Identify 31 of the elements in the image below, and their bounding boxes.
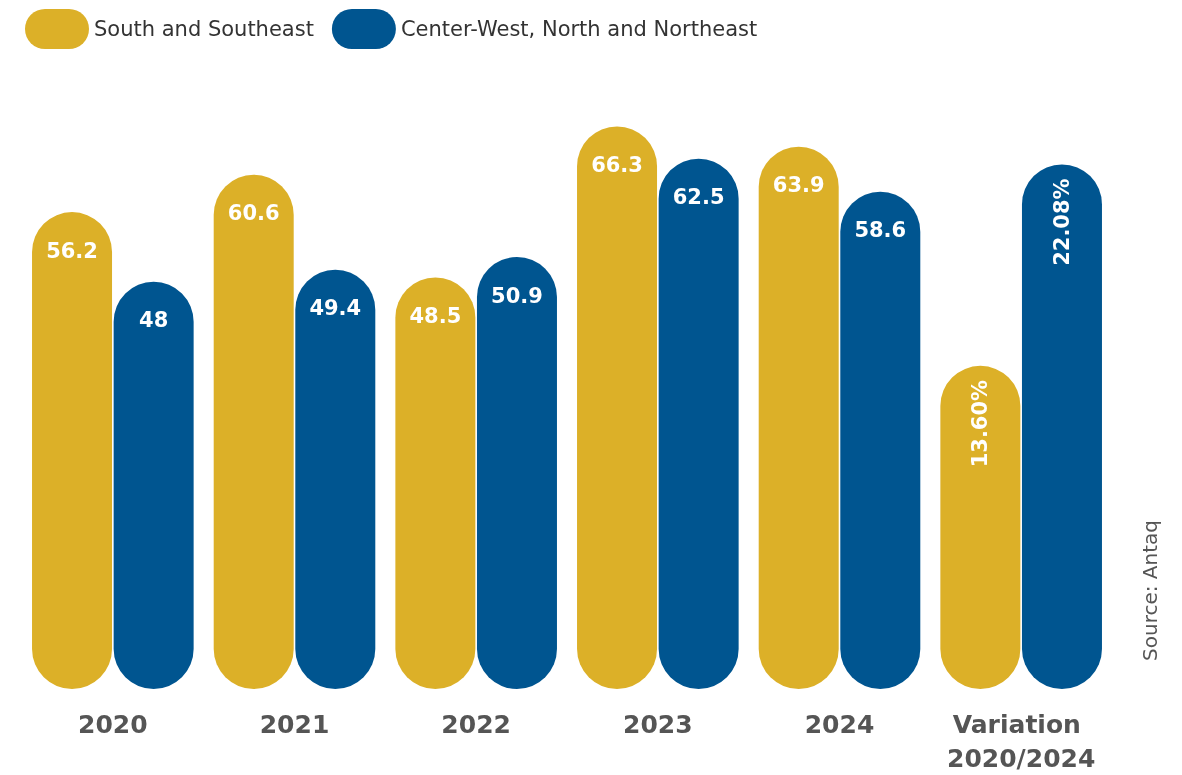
bar <box>32 212 113 689</box>
x-tick-label: 2022 <box>441 709 511 739</box>
bar <box>476 257 557 689</box>
data-label: 58.6 <box>854 218 907 243</box>
data-label: 56.2 <box>46 238 98 263</box>
x-tick-label: Variation 2020/2024 <box>947 709 1096 773</box>
data-label: 13.60% <box>968 379 993 468</box>
data-label: 48 <box>139 308 169 333</box>
x-tick-label: 2020 <box>78 709 148 739</box>
data-label: 62.5 <box>672 185 725 210</box>
data-label: 60.6 <box>227 201 280 226</box>
x-tick-label: 2023 <box>623 709 693 739</box>
data-label: 66.3 <box>591 152 643 177</box>
bar <box>658 158 739 689</box>
bar <box>840 191 921 689</box>
x-tick-label: 2024 <box>804 709 875 739</box>
x-tick-label: 2021 <box>259 709 330 739</box>
bar <box>395 277 476 689</box>
source-note: Source: Antaq <box>1138 520 1162 661</box>
data-label: 22.08% <box>1049 178 1074 266</box>
bar <box>577 126 658 689</box>
data-label: 48.5 <box>409 303 462 328</box>
bar <box>758 146 839 689</box>
data-label: 50.9 <box>491 283 543 308</box>
bar <box>213 174 294 689</box>
bar <box>295 269 376 689</box>
bar <box>113 281 194 689</box>
legend-label: South and Southeast <box>94 17 314 41</box>
data-label: 63.9 <box>772 173 825 198</box>
legend-label: Center-West, North and Northeast <box>400 17 758 41</box>
data-label: 49.4 <box>309 296 362 321</box>
